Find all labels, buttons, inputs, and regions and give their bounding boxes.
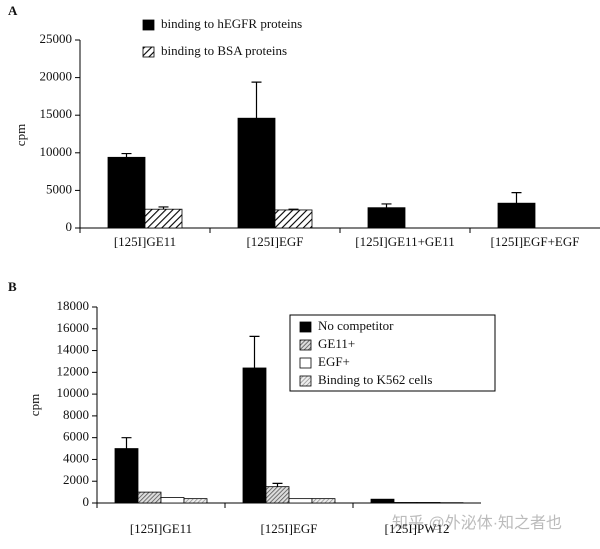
error-bar <box>158 206 169 210</box>
bar <box>311 498 336 504</box>
bar <box>367 207 406 229</box>
y-axis-label: cpm <box>27 394 42 416</box>
legend-swatch <box>299 375 312 387</box>
legend-swatch <box>142 19 155 31</box>
legend-label: No competitor <box>318 318 394 333</box>
y-tick-label: 20000 <box>40 69 73 84</box>
y-tick-label: 5000 <box>46 181 72 196</box>
bar <box>183 498 208 504</box>
y-tick-label: 15000 <box>40 106 73 121</box>
bar <box>160 497 185 504</box>
bar <box>497 202 536 229</box>
legend-swatch <box>299 339 312 351</box>
y-tick-label: 10000 <box>40 144 73 159</box>
bar <box>393 502 418 504</box>
error-bar <box>288 208 299 210</box>
bar <box>288 498 313 504</box>
x-tick-label: [125I]EGF <box>246 234 303 249</box>
legend-swatch <box>299 357 312 369</box>
legend-swatch <box>299 321 312 333</box>
y-tick-label: 8000 <box>63 407 89 422</box>
legend-swatch <box>142 46 155 58</box>
error-bar <box>272 482 283 487</box>
y-tick-label: 0 <box>83 494 90 509</box>
panel-label: B <box>8 279 17 294</box>
legend-label: binding to BSA proteins <box>161 43 287 58</box>
bar <box>114 448 139 504</box>
x-tick-label: [125I]PW12 <box>385 521 450 536</box>
bar <box>237 117 276 229</box>
y-tick-label: 18000 <box>57 298 90 313</box>
legend-label: binding to hEGFR proteins <box>161 16 302 31</box>
legend-label: EGF+ <box>318 354 350 369</box>
legend-box <box>289 314 496 392</box>
bar <box>265 486 290 504</box>
legend-label: GE11+ <box>318 336 355 351</box>
legend-label: Binding to K562 cells <box>318 372 432 387</box>
error-bar <box>251 81 262 119</box>
y-tick-label: 25000 <box>40 31 73 46</box>
x-tick-label: [125I]EGF <box>260 521 317 536</box>
x-tick-label: [125I]GE11 <box>130 521 192 536</box>
bar <box>416 502 441 504</box>
y-tick-label: 6000 <box>63 429 89 444</box>
y-axis-label: cpm <box>13 124 28 146</box>
bar <box>107 156 146 229</box>
y-tick-label: 0 <box>66 219 73 234</box>
y-tick-label: 14000 <box>57 342 90 357</box>
watermark: 知乎 @外泌体·知之者也 <box>392 514 562 532</box>
error-bar <box>381 203 392 208</box>
y-tick-label: 12000 <box>57 363 90 378</box>
x-tick-label: [125I]GE11+GE11 <box>355 234 455 249</box>
bar <box>137 491 162 504</box>
panel-label: A <box>8 3 18 18</box>
y-tick-label: 16000 <box>57 320 90 335</box>
bar <box>242 367 267 504</box>
bar <box>144 208 183 229</box>
bar <box>274 209 313 229</box>
x-tick-label: [125I]GE11 <box>114 234 176 249</box>
bar <box>370 498 395 504</box>
error-bar <box>249 335 260 368</box>
y-tick-label: 2000 <box>63 472 89 487</box>
error-bar <box>121 437 132 449</box>
y-tick-label: 4000 <box>63 450 89 465</box>
error-bar <box>121 152 132 158</box>
error-bar <box>511 192 522 204</box>
x-tick-label: [125I]EGF+EGF <box>491 234 580 249</box>
y-tick-label: 10000 <box>57 385 90 400</box>
